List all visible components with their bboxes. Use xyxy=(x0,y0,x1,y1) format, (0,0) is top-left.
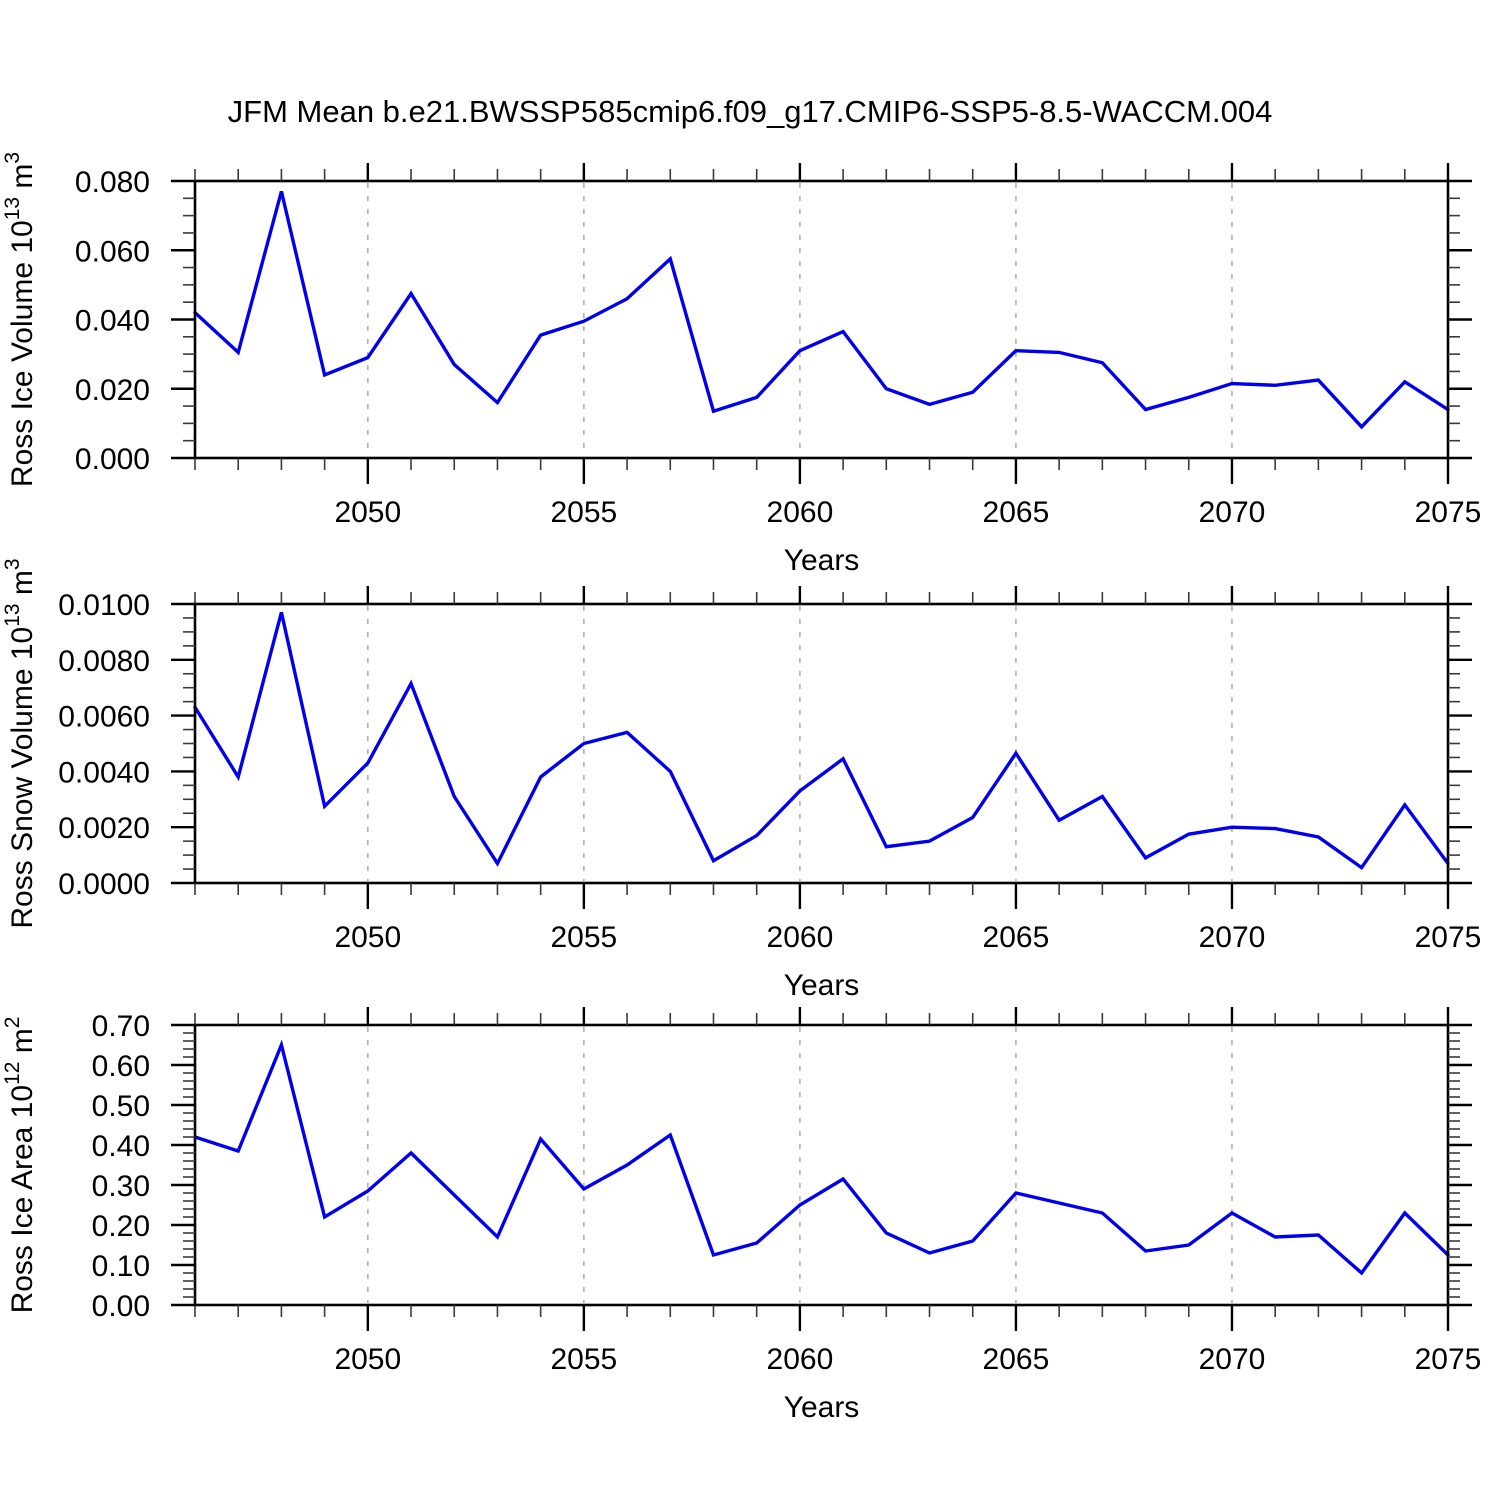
x-tick-label: 2070 xyxy=(1199,1343,1266,1376)
tick-labels: 0.00 0.10 0.20 0.30 0.40 0.50 0.60 0.70 2050 2055… xyxy=(92,1010,1482,1376)
y-tick-label: 0.20 xyxy=(92,1210,150,1243)
y-tick-label: 0.040 xyxy=(75,305,150,338)
series-line-ross-snow-volume xyxy=(193,611,1450,871)
y-tick-label: 0.000 xyxy=(75,443,150,476)
y-tick-label: 0.0000 xyxy=(58,868,150,901)
y-tick-label: 0.080 xyxy=(75,166,150,199)
y-tick-label: 0.60 xyxy=(92,1050,150,1083)
axis-ticks xyxy=(171,163,1472,484)
x-tick-label: 2055 xyxy=(550,1343,617,1376)
plot-border xyxy=(193,602,1450,885)
y-tick-label: 0.060 xyxy=(75,235,150,268)
x-tick-label: 2050 xyxy=(334,496,401,529)
y-tick-label: 0.30 xyxy=(92,1170,150,1203)
y-axis-title: Ross Ice Volume 1013 m3 xyxy=(1,152,39,487)
plot-border xyxy=(193,1023,1450,1307)
series-line-ross-ice-volume xyxy=(193,190,1450,430)
y-tick-label: 0.0040 xyxy=(58,756,150,789)
y-tick-label: 0.0080 xyxy=(58,645,150,678)
x-tick-label: 2075 xyxy=(1415,921,1482,954)
gridlines xyxy=(367,606,1233,881)
x-axis-title: Years xyxy=(784,544,860,577)
plot-border xyxy=(193,179,1450,460)
y-axis-title: Ross Snow Volume 1013 m3 xyxy=(1,558,39,928)
x-tick-label: 2065 xyxy=(983,921,1050,954)
tick-labels: 0.0000 0.0020 0.0040 0.0060 0.0080 0.0100 2050… xyxy=(58,589,1481,954)
tick-labels: 0.000 0.020 0.040 0.060 0.080 2050 2055 2060 206… xyxy=(75,166,1481,529)
panel-ross-ice-volume: 0.000 0.020 0.040 0.060 0.080 2050 2055 2060 206… xyxy=(1,152,1481,577)
y-tick-label: 0.10 xyxy=(92,1250,150,1283)
panel-ross-ice-area: 0.00 0.10 0.20 0.30 0.40 0.50 0.60 0.70 2050 2055… xyxy=(1,1007,1481,1424)
x-tick-label: 2075 xyxy=(1415,1343,1482,1376)
x-tick-label: 2065 xyxy=(983,1343,1050,1376)
x-tick-label: 2050 xyxy=(334,921,401,954)
y-tick-label: 0.0060 xyxy=(58,701,150,734)
x-tick-label: 2055 xyxy=(550,496,617,529)
y-tick-label: 0.50 xyxy=(92,1090,150,1123)
x-axis-title: Years xyxy=(784,969,860,1002)
figure-title: JFM Mean b.e21.BWSSP585cmip6.f09_g17.CMI… xyxy=(228,94,1273,129)
x-tick-label: 2060 xyxy=(767,921,834,954)
x-tick-label: 2070 xyxy=(1199,496,1266,529)
y-axis-title: Ross Ice Area 1012 m2 xyxy=(1,1017,39,1314)
x-tick-label: 2065 xyxy=(983,496,1050,529)
x-tick-label: 2055 xyxy=(550,921,617,954)
y-tick-label: 0.020 xyxy=(75,374,150,407)
x-tick-label: 2070 xyxy=(1199,921,1266,954)
panel-ross-snow-volume: 0.0000 0.0020 0.0040 0.0060 0.0080 0.0100 2050… xyxy=(1,558,1481,1002)
y-tick-label: 0.00 xyxy=(92,1290,150,1323)
y-tick-label: 0.70 xyxy=(92,1010,150,1043)
x-tick-label: 2060 xyxy=(767,496,834,529)
series-line-ross-ice-area xyxy=(193,1039,1450,1276)
x-tick-label: 2050 xyxy=(334,1343,401,1376)
gridlines xyxy=(367,183,1233,456)
x-tick-label: 2075 xyxy=(1415,496,1482,529)
y-tick-label: 0.40 xyxy=(92,1130,150,1163)
gridlines xyxy=(367,1027,1233,1303)
x-axis-title: Years xyxy=(784,1391,860,1424)
y-tick-label: 0.0020 xyxy=(58,812,150,845)
axis-ticks xyxy=(171,1007,1472,1331)
axis-ticks xyxy=(171,586,1472,909)
x-tick-label: 2060 xyxy=(767,1343,834,1376)
y-tick-label: 0.0100 xyxy=(58,589,150,622)
